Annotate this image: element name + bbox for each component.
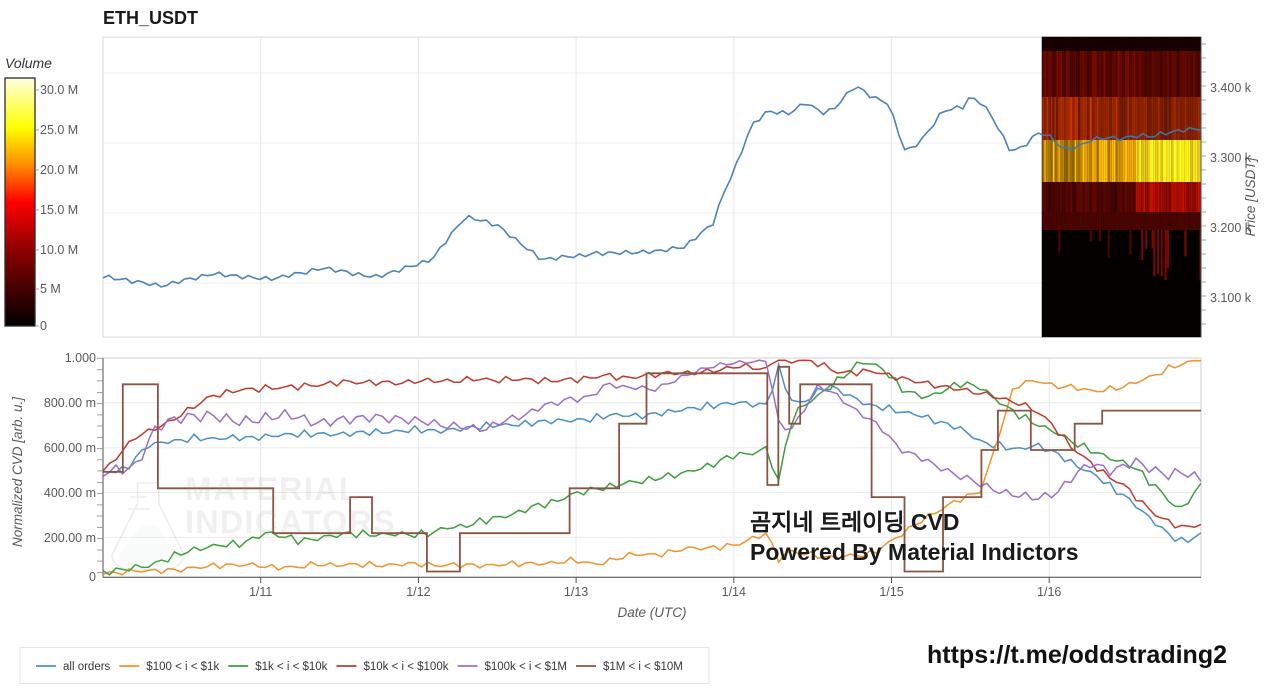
svg-text:Normalized CVD [arb. u.]: Normalized CVD [arb. u.] bbox=[10, 396, 25, 547]
svg-text:20.0 M: 20.0 M bbox=[40, 163, 78, 177]
svg-text:1.000: 1.000 bbox=[65, 351, 96, 365]
svg-text:600.00 m: 600.00 m bbox=[44, 441, 96, 455]
svg-text:400.00 m: 400.00 m bbox=[44, 486, 96, 500]
svg-text:ETH_USDT: ETH_USDT bbox=[103, 8, 198, 28]
svg-text:곰지네 트레이딩 CVD: 곰지네 트레이딩 CVD bbox=[750, 509, 959, 535]
svg-text:25.0 M: 25.0 M bbox=[40, 123, 78, 137]
svg-text:3.400 k: 3.400 k bbox=[1210, 81, 1252, 95]
svg-text:all orders: all orders bbox=[63, 661, 111, 673]
svg-text:1/16: 1/16 bbox=[1037, 585, 1061, 599]
svg-text:10.0 M: 10.0 M bbox=[40, 243, 78, 257]
svg-text:$1k < i < $10k: $1k < i < $10k bbox=[255, 661, 327, 673]
svg-text:1/14: 1/14 bbox=[722, 585, 746, 599]
svg-text:1/12: 1/12 bbox=[406, 585, 430, 599]
svg-text:https://t.me/oddstrading2: https://t.me/oddstrading2 bbox=[927, 641, 1227, 669]
svg-text:15.0 M: 15.0 M bbox=[40, 203, 78, 217]
svg-text:1/13: 1/13 bbox=[564, 585, 588, 599]
svg-text:Date (UTC): Date (UTC) bbox=[617, 605, 686, 620]
svg-text:$1M < i < $10M: $1M < i < $10M bbox=[603, 661, 683, 673]
svg-text:800.00 m: 800.00 m bbox=[44, 396, 96, 410]
svg-text:1/11: 1/11 bbox=[249, 585, 272, 599]
svg-text:Volume: Volume bbox=[5, 55, 52, 71]
svg-text:1/15: 1/15 bbox=[879, 585, 903, 599]
svg-text:5 M: 5 M bbox=[40, 282, 61, 296]
svg-text:Price [USDT]: Price [USDT] bbox=[1243, 156, 1258, 236]
svg-text:MATERIAL: MATERIAL bbox=[185, 471, 360, 507]
svg-text:0: 0 bbox=[40, 319, 47, 333]
svg-text:$100k < i < $1M: $100k < i < $1M bbox=[484, 661, 566, 673]
svg-text:Powered By Material Indictors: Powered By Material Indictors bbox=[750, 539, 1078, 565]
svg-text:$10k < i < $100k: $10k < i < $100k bbox=[363, 661, 448, 673]
svg-text:200.00 m: 200.00 m bbox=[44, 531, 96, 545]
svg-text:INDICATORS: INDICATORS bbox=[185, 504, 396, 540]
svg-text:30.0 M: 30.0 M bbox=[40, 83, 78, 97]
svg-text:3.100 k: 3.100 k bbox=[1210, 291, 1252, 305]
svg-text:$100 < i < $1k: $100 < i < $1k bbox=[146, 661, 219, 673]
svg-text:0: 0 bbox=[89, 570, 96, 584]
